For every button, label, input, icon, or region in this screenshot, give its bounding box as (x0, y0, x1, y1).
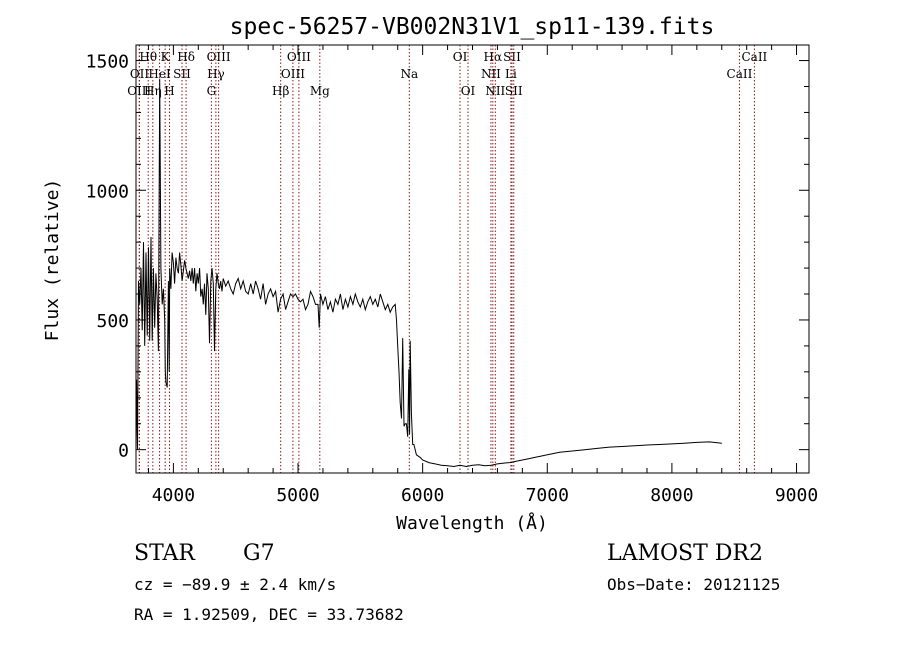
marker-label: Li (505, 67, 517, 81)
y-tick-label: 500 (96, 311, 129, 332)
x-tick-label: 6000 (401, 485, 444, 506)
x-tick-label: 7000 (526, 485, 569, 506)
x-tick-label: 5000 (276, 485, 319, 506)
marker-label: Hθ (139, 50, 157, 64)
marker-label: H (164, 84, 174, 98)
x-tick-label: 4000 (152, 485, 195, 506)
observation-date: Obs−Date: 20121125 (607, 575, 780, 594)
redshift-velocity: cz = −89.9 ± 2.4 km/s (134, 575, 336, 594)
marker-label: Hη (144, 84, 162, 98)
marker-label: Mg (310, 84, 330, 98)
marker-label: SII (173, 67, 191, 81)
y-tick-label: 1500 (86, 52, 129, 73)
marker-label: OIII (287, 50, 311, 64)
marker-label: Na (400, 67, 418, 81)
x-tick-label: 8000 (650, 485, 693, 506)
survey-name: LAMOST DR2 (607, 541, 763, 566)
coordinates: RA = 1.92509, DEC = 33.73682 (134, 605, 404, 624)
marker-label: Hδ (177, 50, 195, 64)
x-axis-ticks: 4000 5000 6000 7000 8000 9000 (147, 45, 818, 506)
marker-label: OIII (207, 50, 231, 64)
marker-label: OI (453, 50, 468, 64)
marker-label: CaII (727, 67, 753, 81)
plot-frame (135, 44, 810, 474)
marker-label: Hγ (207, 67, 225, 81)
chart-title: spec-56257-VB002N31V1_sp11-139.fits (230, 14, 715, 40)
marker-label: CaII (741, 50, 767, 64)
y-tick-label: 1000 (86, 181, 129, 202)
marker-label: NII (485, 84, 505, 98)
y-axis-ticks: 0 500 1000 1500 (86, 52, 809, 462)
marker-label: OIII (281, 67, 305, 81)
x-tick-label: 9000 (775, 485, 818, 506)
x-axis-label: Wavelength (Å) (396, 512, 548, 534)
spectrum-line (135, 78, 722, 468)
y-tick-label: 0 (118, 441, 129, 462)
marker-label: SII (505, 84, 523, 98)
marker-label: NII (481, 67, 501, 81)
y-axis-label: Flux (relative) (42, 179, 63, 342)
marker-label: OIII (127, 84, 151, 98)
object-class: STAR (134, 541, 196, 566)
marker-label: HeI (148, 67, 171, 81)
marker-label: SII (503, 50, 521, 64)
marker-label: OI (461, 84, 476, 98)
marker-label: Hα (484, 50, 503, 64)
marker-label: K (161, 50, 171, 64)
marker-label: G (207, 84, 217, 98)
object-subclass: G7 (243, 541, 275, 566)
marker-label: Hβ (272, 84, 289, 98)
